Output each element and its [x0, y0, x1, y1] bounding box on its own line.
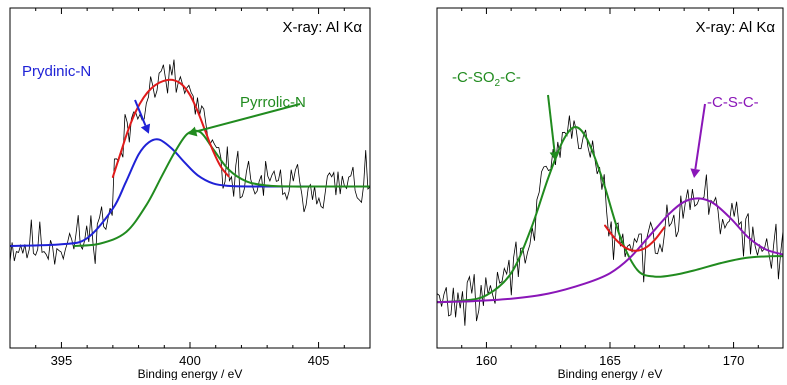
- x-tick-label: 170: [723, 353, 745, 368]
- x-axis-label: Binding energy / eV: [138, 367, 243, 380]
- x-axis-label: Binding energy / eV: [558, 367, 663, 380]
- xps-panel-2: 160 165 170 Binding energy / eV X-ray: Al Kα…: [436, 7, 784, 381]
- peak-annotation-label: Pyrrolic-N: [240, 94, 306, 111]
- x-tick-label: 165: [599, 353, 621, 368]
- annotation-arrowhead: [187, 126, 198, 137]
- annotation-arrow-line: [134, 99, 147, 126]
- raw-spectrum-line: [437, 115, 783, 326]
- x-tick-label: 395: [51, 353, 73, 368]
- annotation-arrowhead: [549, 151, 560, 161]
- x-tick-label: 400: [179, 353, 201, 368]
- annotation-arrow-line: [547, 94, 556, 153]
- annotation-arrowhead: [140, 123, 151, 134]
- raw-spectrum-line: [10, 59, 370, 265]
- annotation-arrow-line: [195, 103, 301, 133]
- envelope-fit-line: [604, 224, 666, 252]
- xps-panel-1: 395 400 405 Binding energy / eV X-ray: Al Kα…: [9, 7, 371, 381]
- xray-source-label: X-ray: Al Kα: [695, 19, 775, 36]
- plot-area-1: [10, 59, 370, 265]
- fit-line-c-s-c: [437, 197, 783, 304]
- x-tick-label: 405: [308, 353, 330, 368]
- fit-line-pyrrolic-n: [73, 129, 370, 247]
- x-tick-label: 160: [476, 353, 498, 368]
- peak-annotation-label: Prydinic-N: [22, 63, 91, 80]
- xray-source-label: X-ray: Al Kα: [282, 19, 362, 36]
- peak-annotation-label: -C-S-C-: [707, 94, 759, 111]
- envelope-fit-line: [111, 78, 230, 178]
- plot-frame: [9, 7, 371, 349]
- fit-line-c-so2-c: [437, 126, 783, 304]
- plot-area-2: [437, 115, 783, 326]
- peak-annotation-label: -C-SO2-C-: [452, 69, 521, 89]
- annotation-arrowhead: [690, 168, 701, 178]
- annotation-arrow-line: [694, 103, 706, 170]
- fit-line-prydinic-n: [10, 138, 370, 247]
- plot-frame: [436, 7, 784, 349]
